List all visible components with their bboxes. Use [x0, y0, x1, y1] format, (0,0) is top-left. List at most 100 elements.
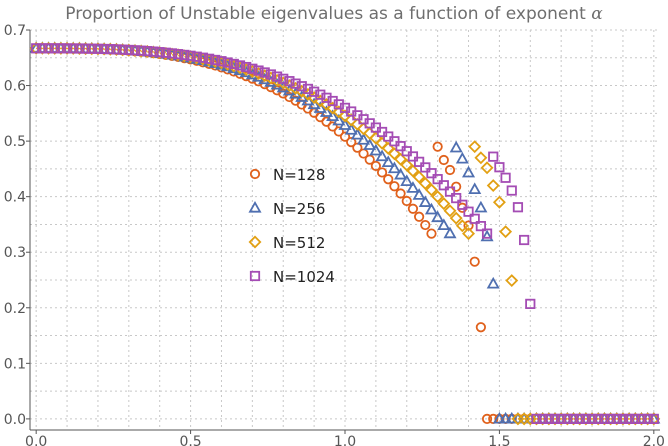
data-point: [468, 140, 482, 154]
data-point: [401, 146, 412, 157]
data-point: [356, 133, 371, 145]
data-point: [499, 411, 513, 424]
data-point: [593, 413, 604, 424]
data-point: [338, 118, 352, 130]
data-point: [475, 322, 486, 333]
data-point: [363, 138, 377, 150]
data-point: [111, 44, 122, 55]
data-point: [414, 156, 425, 167]
data-point: [259, 67, 270, 78]
data-point: [179, 49, 190, 61]
legend-marker: [248, 235, 262, 249]
data-point: [400, 158, 414, 172]
data-point: [290, 78, 301, 89]
y-tick-label: 0.0: [4, 412, 26, 428]
data-point: [463, 220, 474, 231]
data-point: [49, 43, 60, 54]
data-point: [344, 123, 358, 135]
data-point: [492, 195, 506, 209]
data-point: [321, 116, 332, 127]
data-point: [586, 413, 598, 424]
data-point: [296, 81, 307, 92]
data-point: [327, 121, 338, 132]
data-point: [461, 165, 476, 178]
data-point: [80, 43, 91, 54]
data-point: [444, 186, 456, 197]
data-point: [55, 43, 66, 54]
data-point: [574, 413, 585, 424]
data-point: [580, 413, 591, 424]
data-point: [216, 56, 227, 67]
data-point: [443, 226, 457, 239]
data-point: [400, 174, 414, 186]
data-point: [549, 413, 561, 424]
data-point: [383, 174, 394, 185]
data-point: [197, 52, 209, 63]
data-point: [426, 168, 437, 179]
data-point: [326, 109, 340, 122]
data-point: [525, 298, 536, 309]
data-point: [332, 113, 346, 126]
data-point: [480, 229, 494, 242]
data-point: [278, 73, 289, 84]
data-point: [431, 190, 445, 204]
data-point: [173, 49, 184, 60]
data-point: [512, 202, 524, 213]
y-tick-label: 0.4: [4, 190, 26, 206]
data-point: [420, 219, 431, 231]
chart-title-symbol: α: [591, 4, 603, 24]
data-point: [271, 71, 283, 82]
legend-marker: [248, 200, 262, 213]
points-layer: [29, 41, 661, 426]
series-n-1024: [31, 43, 659, 424]
data-point: [105, 44, 116, 55]
data-point: [315, 89, 326, 100]
data-point: [463, 206, 474, 217]
data-point: [191, 51, 202, 62]
data-point: [160, 47, 171, 58]
data-point: [339, 131, 351, 142]
data-point: [265, 69, 276, 80]
data-point: [469, 213, 480, 224]
grid-layer: [30, 29, 660, 430]
data-point: [424, 183, 438, 197]
y-tick-label: 0.6: [4, 79, 26, 95]
x-tick-label: 1.0: [334, 434, 356, 446]
legend-item: N=256: [248, 200, 325, 218]
data-point: [204, 53, 215, 64]
data-point: [92, 43, 104, 54]
data-point: [437, 218, 451, 231]
data-point: [148, 46, 159, 57]
data-point: [432, 141, 443, 152]
data-point: [247, 63, 258, 74]
data-point: [486, 179, 500, 193]
data-point: [437, 197, 451, 211]
data-point: [309, 86, 320, 97]
data-point: [531, 413, 542, 424]
data-point: [494, 162, 505, 173]
data-point: [86, 43, 97, 54]
data-point: [457, 199, 468, 210]
data-point: [381, 155, 395, 168]
data-point: [346, 136, 357, 148]
data-point: [481, 413, 493, 424]
data-point: [37, 43, 48, 54]
data-point: [599, 413, 610, 424]
data-point: [407, 203, 419, 214]
data-point: [505, 274, 519, 288]
data-point: [395, 188, 406, 199]
data-point: [99, 43, 110, 55]
data-point: [469, 256, 480, 267]
data-point: [136, 45, 147, 56]
data-point: [481, 228, 493, 239]
legend-item: N=1024: [249, 268, 335, 286]
data-point: [406, 164, 420, 178]
data-point: [31, 43, 42, 54]
data-point: [500, 172, 511, 183]
data-point: [375, 149, 389, 162]
data-point: [624, 413, 635, 424]
legend-label: N=128: [273, 166, 325, 184]
data-point: [313, 101, 327, 113]
data-point: [352, 142, 363, 153]
